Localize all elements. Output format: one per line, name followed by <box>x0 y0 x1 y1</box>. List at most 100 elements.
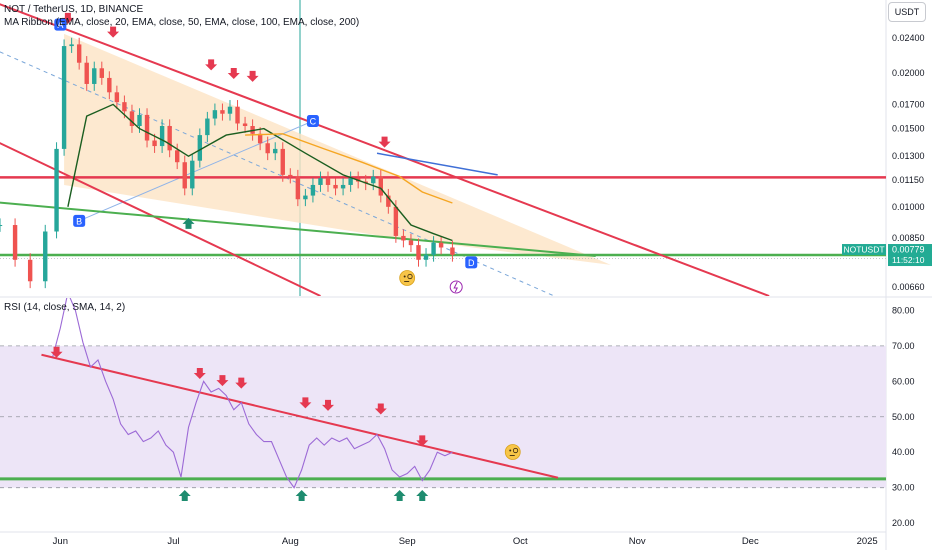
indicator-legend: MA Ribbon (EMA, close, 20, EMA, close, 5… <box>4 17 360 28</box>
price-arrow-down <box>227 67 240 79</box>
candle-body <box>257 133 263 144</box>
price-tick-label: 0.00850 <box>892 233 925 243</box>
time-tick-label: Aug <box>282 536 299 547</box>
candle-body <box>318 178 323 185</box>
candle-body <box>280 148 285 175</box>
rsi-tick-label: 40.00 <box>892 447 915 457</box>
rsi-arrow-up <box>295 490 308 501</box>
rsi-arrow-down <box>322 399 335 411</box>
candle-body <box>438 242 444 248</box>
candle-body <box>371 176 376 184</box>
candle-body <box>273 148 278 154</box>
candle-body <box>227 106 233 114</box>
candle-body <box>99 68 104 78</box>
rsi-arrow-up <box>416 490 429 501</box>
candle-body <box>61 46 67 149</box>
rsi-arrow-down <box>299 397 312 409</box>
time-tick-label: Oct <box>513 536 528 547</box>
point-label-b <box>73 214 86 227</box>
candle-body <box>152 140 157 147</box>
price-arrow-down <box>61 12 74 24</box>
time-tick-label: Dec <box>742 536 759 547</box>
time-tick-label: Nov <box>629 536 646 547</box>
price-arrow-down <box>205 59 218 71</box>
symbol-tag-text: NOTUSDT <box>843 245 884 255</box>
price-tick-label: 0.01300 <box>892 151 925 161</box>
point-label-a <box>54 18 67 31</box>
rsi-title: RSI (14, close, SMA, 14, 2) <box>4 302 126 313</box>
candle-body <box>129 111 135 127</box>
candle-body <box>107 77 112 93</box>
rsi-arrow-down <box>235 377 248 389</box>
candle-body <box>175 150 180 163</box>
candle-body <box>0 225 3 227</box>
candle-body <box>295 176 301 200</box>
rsi-arrow-down <box>216 375 229 387</box>
candle-body <box>212 110 218 119</box>
price-arrow-down <box>246 70 259 82</box>
wedge-fill <box>64 33 611 265</box>
candle-body <box>348 178 353 185</box>
candle-body <box>122 102 127 112</box>
time-tick-label: Jun <box>53 536 68 547</box>
candle-body <box>378 176 383 196</box>
rsi-tick-label: 60.00 <box>892 376 915 386</box>
price-arrow-up <box>182 217 195 229</box>
channel-line-2 <box>0 201 596 258</box>
channel-line-0 <box>0 3 770 296</box>
rsi-tick-label: 50.00 <box>892 412 915 422</box>
candle-body <box>182 162 187 189</box>
price-tick-label: 0.02000 <box>892 68 925 78</box>
candle-body <box>401 235 406 241</box>
candle-body <box>265 143 270 154</box>
rsi-thinking-face-icon <box>504 444 521 460</box>
rsi-tick-label: 80.00 <box>892 305 915 315</box>
point-label-c <box>306 114 319 127</box>
rsi-line <box>52 298 453 489</box>
candle-body <box>54 148 59 232</box>
face-eye <box>509 449 512 452</box>
candle-body <box>340 184 346 189</box>
price-tick-label: 0.01500 <box>892 124 925 134</box>
rsi-pane <box>0 298 886 501</box>
currency-button[interactable]: USDT <box>888 2 926 22</box>
lightning-ring <box>449 280 463 294</box>
candle-body <box>159 126 165 147</box>
price-tick-label: 0.01000 <box>892 202 925 212</box>
current-price-tag <box>888 244 932 267</box>
candle-body <box>408 240 414 246</box>
candle-body <box>325 178 331 185</box>
candle-body <box>167 126 172 151</box>
point-label-text: C <box>310 116 317 126</box>
face-body <box>399 270 416 286</box>
face-monocle <box>407 273 413 280</box>
rsi-trendline <box>41 353 559 479</box>
rsi-arrow-down <box>374 403 387 415</box>
price-arrow-down <box>107 26 120 38</box>
candle-body <box>190 160 195 189</box>
price-tick-label: 0.00660 <box>892 282 925 292</box>
thinking-face-icon <box>399 270 416 286</box>
face-eye <box>403 275 406 278</box>
candle-body <box>235 106 240 124</box>
candle-body <box>310 184 316 196</box>
lightning-bolt <box>453 281 459 293</box>
time-tick-label: Jul <box>167 536 179 547</box>
candle-body <box>450 247 455 255</box>
candle-body <box>386 195 391 207</box>
symbol-tag <box>842 244 886 256</box>
candle-body <box>288 174 293 177</box>
rsi-arrow-down <box>193 368 206 379</box>
rsi-arrow-up <box>178 490 191 501</box>
rsi-arrow-down <box>416 435 429 447</box>
rsi-arrow-down <box>50 346 63 358</box>
candle-body <box>84 62 89 84</box>
point-label-text: A <box>57 20 63 30</box>
rsi-tick-label: 20.00 <box>892 518 915 528</box>
time-tick-label: 2025 <box>857 536 878 547</box>
candle-body <box>27 259 33 282</box>
candle-body <box>303 195 308 200</box>
rsi-arrow-up <box>393 490 406 501</box>
